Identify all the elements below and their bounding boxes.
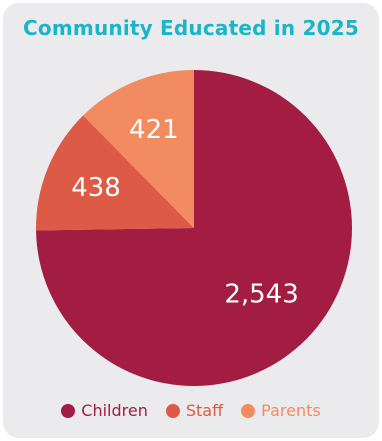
pie-slice-staff [36, 115, 195, 231]
legend-swatch-staff [165, 403, 180, 418]
pie-label-children: 2,543 [224, 280, 298, 310]
chart-title: Community Educated in 2025 [23, 16, 359, 40]
legend-label-staff: Staff [185, 401, 224, 420]
legend: Children Staff Parents [0, 401, 382, 420]
pie-slice-parents [83, 70, 194, 228]
legend-item-children: Children [61, 401, 148, 420]
legend-item-parents: Parents [241, 401, 321, 420]
legend-swatch-children [61, 403, 76, 418]
legend-swatch-parents [241, 403, 256, 418]
legend-label-children: Children [81, 401, 148, 420]
legend-item-staff: Staff [165, 401, 224, 420]
pie-slice-children [36, 70, 352, 386]
pie-label-parents: 421 [129, 115, 179, 145]
legend-label-parents: Parents [261, 401, 321, 420]
pie-label-staff: 438 [71, 173, 121, 203]
